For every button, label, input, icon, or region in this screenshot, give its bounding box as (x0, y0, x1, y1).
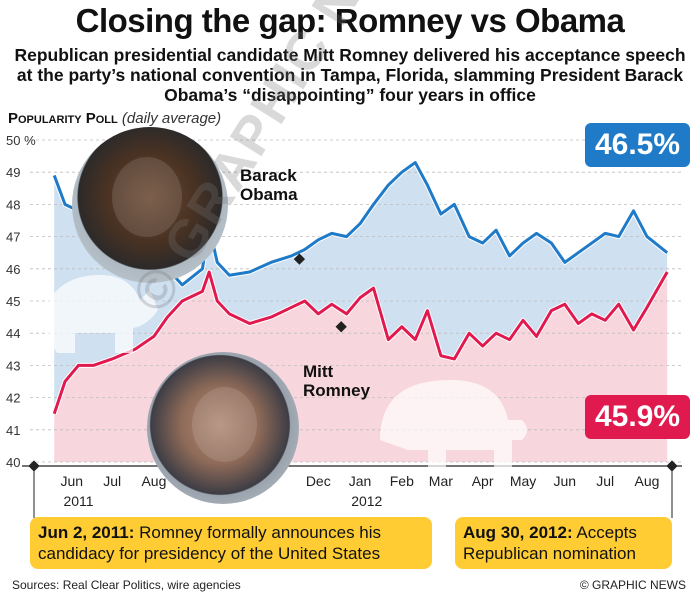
y-tick-label: 50 % (6, 133, 36, 148)
year-label: 2011 (63, 493, 93, 509)
credit-note: © GRAPHIC NEWS (579, 578, 686, 592)
chart-title: Closing the gap: Romney vs Obama (75, 2, 625, 39)
y-tick-label: 46 (6, 262, 20, 277)
x-tick-label: Mar (429, 473, 453, 489)
y-tick-label: 47 (6, 230, 20, 245)
x-tick-label: Dec (306, 473, 331, 489)
x-tick-label: Apr (472, 473, 494, 489)
year-label: 2012 (351, 493, 382, 509)
x-tick-label: Jun (554, 473, 577, 489)
x-tick-label: Aug (635, 473, 660, 489)
y-tick-label: 41 (6, 423, 20, 438)
x-tick-label: May (510, 473, 536, 489)
y-tick-label: 40 (6, 455, 20, 470)
obama-series-label: Barack Obama (240, 166, 298, 204)
obama-final-value: 46.5% (585, 123, 690, 167)
y-tick-label: 44 (6, 326, 20, 341)
romney-pointer (335, 321, 347, 333)
x-tick-label: Jul (103, 473, 121, 489)
democrat-logo (40, 275, 158, 353)
obama-photo (72, 127, 228, 283)
nomination-marker (666, 460, 678, 472)
romney-line (52, 270, 669, 415)
romney-photo (147, 352, 299, 504)
annotation-text: Romney formally announces his candidacy … (38, 523, 382, 563)
annotation-announcement: Jun 2, 2011: Romney formally announces h… (30, 517, 432, 569)
obama-pointer (293, 253, 306, 265)
y-tick-label: 49 (6, 165, 20, 180)
sources-note: Sources: Real Clear Politics, wire agenc… (12, 578, 241, 592)
y-tick-label: 45 (6, 294, 20, 309)
annotation-text: Accepts Republican nomination (463, 523, 637, 563)
chart-subtitle: Republican presidential candidate Mitt R… (14, 45, 686, 105)
x-tick-label: Aug (141, 473, 166, 489)
poll-heading: Popularity Poll (daily average) (8, 110, 221, 127)
y-tick-label: 48 (6, 197, 20, 212)
annotation-date: Aug 30, 2012: (463, 523, 573, 542)
gap-area (54, 162, 668, 414)
y-tick-label: 43 (6, 358, 20, 373)
annotation-nomination: Aug 30, 2012: Accepts Republican nominat… (455, 517, 672, 569)
romney-final-value: 45.9% (585, 395, 690, 439)
x-tick-label: Jul (596, 473, 614, 489)
republican-logo (380, 380, 527, 470)
x-tick-label: Feb (390, 473, 414, 489)
poll-label: Popularity Poll (8, 110, 118, 127)
poll-sub: (daily average) (121, 110, 222, 127)
romney-series-label: Mitt Romney (303, 362, 371, 400)
y-tick-label: 42 (6, 391, 20, 406)
annotation-date: Jun 2, 2011: (38, 523, 135, 542)
x-tick-label: Jun (60, 473, 83, 489)
x-tick-label: Jan (349, 473, 372, 489)
